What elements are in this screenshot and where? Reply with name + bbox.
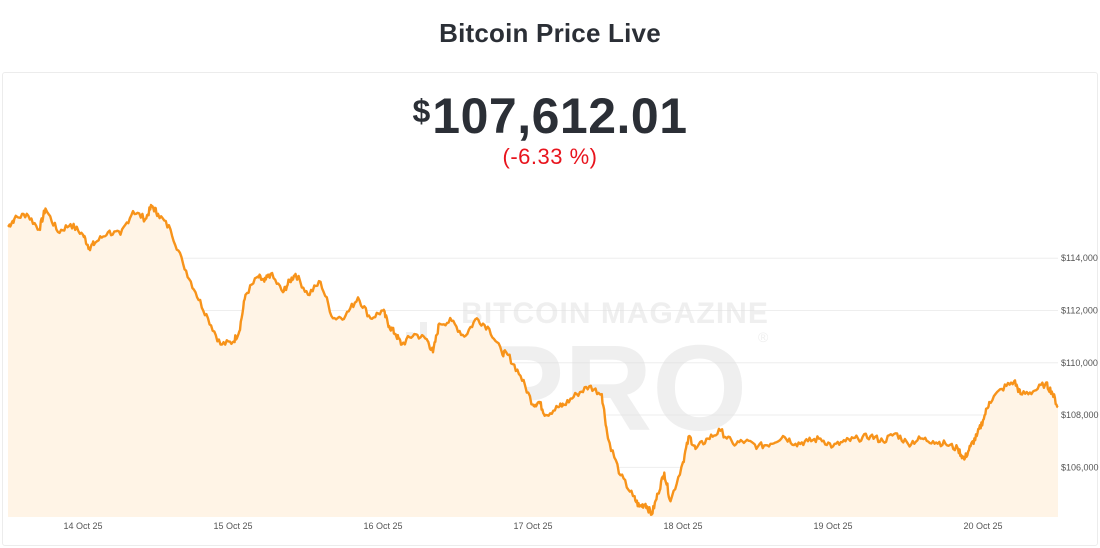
price-change: (-6.33 %) (502, 144, 598, 169)
y-tick-label: $108,000 (1061, 410, 1099, 420)
current-price: 107,612.01 (432, 88, 688, 144)
price-area-fill (8, 205, 1058, 517)
page-title: Bitcoin Price Live (439, 18, 661, 48)
price-display: $107,612.01 (0, 87, 1100, 145)
y-tick-label: $110,000 (1061, 358, 1098, 368)
x-axis: 14 Oct 25 15 Oct 25 16 Oct 25 17 Oct 25 18 O… (63, 521, 1002, 531)
y-tick-label: $112,000 (1061, 305, 1098, 315)
x-tick-label: 16 Oct 25 (363, 521, 402, 531)
y-axis: $106,000 $108,000 $110,000 $112,000 $114,000 (1061, 253, 1099, 472)
price-line (7, 203, 1059, 516)
watermark-text-top: BITCOIN MAGAZINE (461, 297, 769, 330)
x-tick-label: 20 Oct 25 (963, 521, 1002, 531)
x-tick-label: 19 Oct 25 (813, 521, 852, 531)
watermark-registered-mark: ® (758, 329, 769, 345)
y-tick-label: $114,000 (1061, 253, 1098, 263)
x-tick-label: 15 Oct 25 (213, 521, 252, 531)
currency-symbol: $ (412, 93, 431, 129)
x-tick-label: 18 Oct 25 (663, 521, 702, 531)
y-tick-label: $106,000 (1061, 462, 1099, 472)
x-tick-label: 17 Oct 25 (513, 521, 552, 531)
x-tick-label: 14 Oct 25 (63, 521, 102, 531)
